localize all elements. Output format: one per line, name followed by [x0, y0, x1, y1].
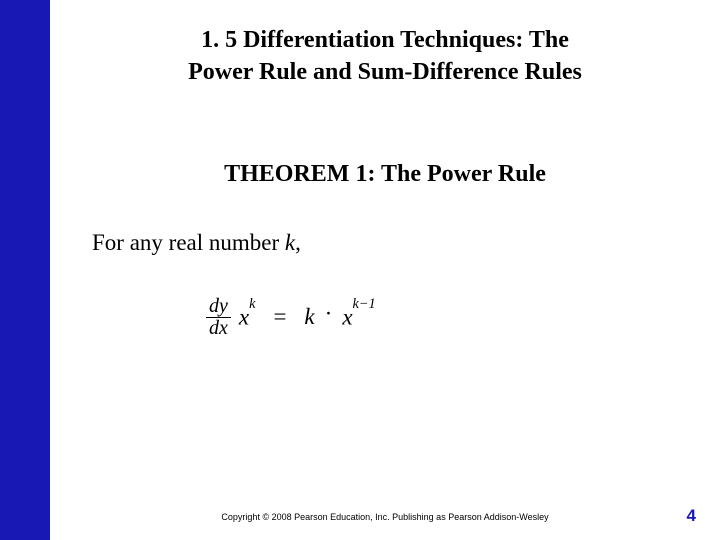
left-sidebar — [0, 0, 50, 540]
slide-title: 1. 5 Differentiation Techniques: The Pow… — [86, 24, 684, 89]
copyright-footer: Copyright © 2008 Pearson Education, Inc.… — [50, 512, 720, 522]
page-number: 4 — [687, 506, 696, 526]
slide-content: 1. 5 Differentiation Techniques: The Pow… — [50, 0, 720, 540]
theorem-heading: THEOREM 1: The Power Rule — [86, 161, 684, 188]
rhs-term: xk−1 — [342, 304, 375, 331]
title-line-1: 1. 5 Differentiation Techniques: The — [86, 24, 684, 56]
fraction-numerator: dy — [206, 296, 231, 317]
lhs-base: x — [239, 305, 249, 330]
rhs-exponent: k−1 — [353, 296, 376, 312]
rhs-base: x — [342, 305, 352, 330]
intro-suffix: , — [295, 230, 301, 255]
intro-text: For any real number k, — [92, 230, 684, 256]
multiplication-dot: · — [321, 301, 337, 327]
title-line-2: Power Rule and Sum-Difference Rules — [86, 56, 684, 88]
rhs-coef: k — [304, 304, 314, 330]
power-rule-formula: dy dx xk = k · xk−1 — [206, 296, 684, 339]
intro-var: k — [285, 230, 295, 255]
fraction-dy-dx: dy dx — [206, 296, 231, 339]
fraction-denominator: dx — [206, 317, 231, 339]
equals-sign: = — [261, 304, 298, 330]
lhs-exponent: k — [249, 296, 255, 312]
intro-prefix: For any real number — [92, 230, 285, 255]
lhs-term: xk — [237, 304, 256, 331]
